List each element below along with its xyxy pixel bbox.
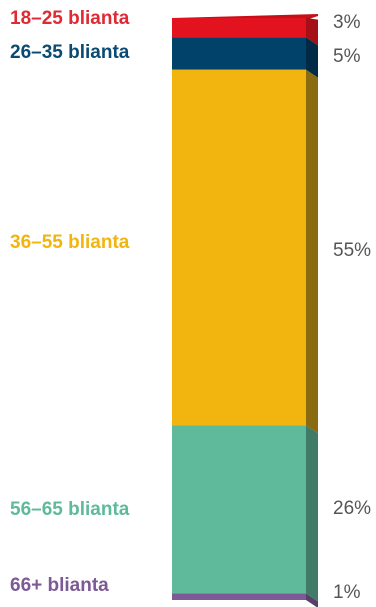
- bar-segment-side: [306, 70, 318, 434]
- category-label: 36–55 blianta: [10, 232, 130, 253]
- value-label: 1%: [333, 582, 361, 603]
- value-label: 55%: [333, 240, 371, 261]
- category-label: 26–35 blianta: [10, 42, 130, 63]
- value-label: 26%: [333, 498, 371, 519]
- category-label: 18–25 blianta: [10, 8, 130, 29]
- value-label: 3%: [333, 12, 361, 33]
- value-label: 5%: [333, 46, 361, 67]
- bar-segment-side: [306, 425, 318, 601]
- bar-segment-front: [172, 70, 306, 426]
- bar-segment-front: [172, 425, 306, 593]
- bar-segment-front: [172, 18, 306, 37]
- category-label: 56–65 blianta: [10, 499, 130, 520]
- bar-segment-front: [172, 594, 306, 600]
- category-label: 66+ blianta: [10, 575, 109, 596]
- bar-segment-front: [172, 37, 306, 69]
